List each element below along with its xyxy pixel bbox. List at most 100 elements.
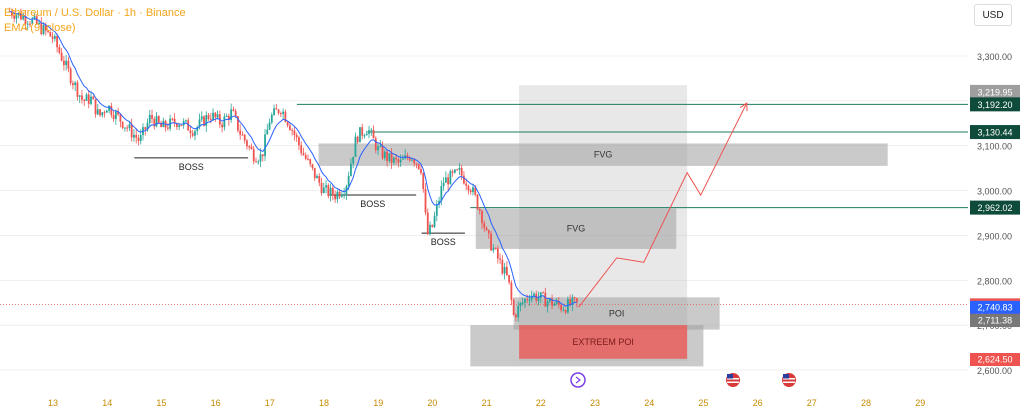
candle-body: [264, 134, 266, 157]
candle-body: [252, 149, 255, 162]
candle-body: [433, 215, 436, 227]
candle-body: [178, 125, 181, 127]
candle-body: [90, 96, 92, 104]
candle-body: [481, 210, 483, 224]
candle-body: [438, 200, 440, 205]
candle-body: [101, 112, 104, 116]
candle-body: [250, 146, 253, 150]
candle-body: [429, 224, 431, 235]
candle-body: [368, 130, 370, 134]
price-tag-label: 2,624.50: [977, 355, 1012, 365]
candle-body: [327, 185, 330, 197]
candle-body: [566, 299, 569, 313]
candle-body: [214, 112, 217, 118]
candle-body: [505, 266, 508, 275]
candle-body: [237, 116, 239, 131]
candle-body: [270, 114, 273, 123]
candle-body: [526, 299, 529, 301]
us-flag-stripe: [727, 378, 739, 380]
candle-body: [322, 187, 325, 194]
candle-body: [187, 120, 190, 131]
candle-body: [336, 191, 339, 200]
candle-body: [185, 120, 187, 122]
candle-body: [426, 212, 429, 235]
candle-body: [331, 187, 334, 196]
candle-body: [499, 258, 501, 260]
candle-body: [399, 159, 402, 163]
candle-body: [453, 169, 456, 173]
candle-body: [205, 115, 208, 126]
candle-body: [530, 295, 533, 300]
x-tick-label: 20: [427, 398, 437, 408]
candle-body: [29, 23, 31, 25]
candle-body: [133, 134, 135, 138]
price-tag-label: 2,711.38: [978, 316, 1012, 326]
y-tick-label: 2,600.00: [977, 366, 1012, 376]
candle-body: [551, 298, 553, 306]
candle-body: [273, 108, 275, 115]
candle-body: [512, 299, 515, 315]
us-flag-canton: [727, 374, 733, 379]
candle-body: [553, 303, 556, 306]
candle-body: [458, 168, 461, 170]
us-flag-stripe: [783, 378, 795, 380]
candle-body: [44, 25, 47, 31]
candle-body: [476, 194, 479, 209]
x-tick-label: 25: [698, 398, 708, 408]
candle-body: [343, 194, 346, 196]
candle-body: [560, 305, 563, 311]
candle-body: [402, 158, 404, 160]
symbol-title: Ethereum / U.S. Dollar · 1h · Binance: [4, 7, 186, 19]
candle-body: [573, 297, 576, 299]
candle-body: [207, 115, 210, 119]
candle-body: [325, 185, 327, 188]
candle-body: [494, 248, 497, 250]
candle-body: [38, 22, 40, 24]
candle-body: [503, 266, 506, 274]
candle-body: [42, 25, 45, 35]
candle-body: [537, 297, 540, 301]
zone-box: [475, 208, 677, 249]
candle-body: [334, 195, 337, 200]
candle-body: [557, 301, 560, 306]
candle-body: [316, 175, 318, 179]
candle-body: [65, 60, 68, 66]
candle-body: [564, 310, 567, 313]
candle-body: [146, 122, 149, 130]
level-tag-label: 3,219.95: [977, 87, 1012, 97]
candle-body: [311, 164, 314, 168]
candle-body: [528, 299, 531, 301]
candle-body: [130, 124, 133, 138]
candle-body: [11, 11, 13, 16]
candle-body: [60, 52, 63, 61]
candle-body: [203, 116, 205, 126]
candle-body: [388, 153, 391, 161]
candle-body: [383, 151, 386, 159]
candle-body: [62, 60, 65, 66]
candle-body: [390, 153, 393, 163]
candle-body: [239, 130, 242, 135]
candle-body: [234, 110, 237, 117]
candle-body: [49, 31, 52, 37]
candle-body: [171, 118, 174, 120]
level-tag: [970, 200, 1020, 215]
currency-button[interactable]: USD: [974, 4, 1012, 26]
candle-body: [431, 224, 434, 227]
candle-body: [320, 182, 323, 194]
candle-body: [69, 68, 72, 84]
us-flag-canton: [783, 374, 789, 379]
candle-body: [304, 155, 307, 159]
candle-body: [198, 119, 201, 127]
zone-label: POI: [609, 308, 625, 318]
candle-body: [121, 121, 124, 129]
candle-body: [381, 145, 384, 159]
candle-body: [15, 15, 18, 19]
candle-body: [180, 125, 183, 127]
candle-body: [469, 190, 472, 193]
candle-body: [483, 223, 486, 228]
candle-body: [442, 182, 445, 187]
projection-arrowhead: [739, 102, 748, 112]
candle-body: [519, 302, 522, 306]
